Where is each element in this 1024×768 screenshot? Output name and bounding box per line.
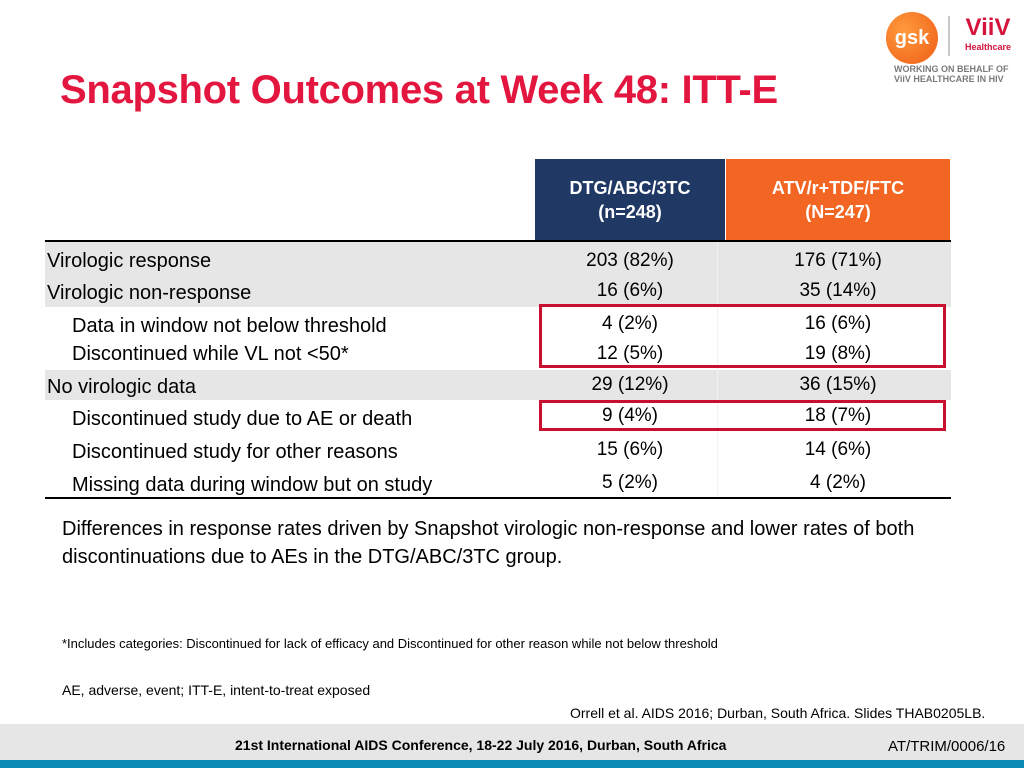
cell-dtg-data-in-window: 4 (2%) bbox=[602, 313, 658, 334]
table-bottom-rule bbox=[45, 497, 951, 499]
row-label-discontinued-vl: Discontinued while VL not <50* bbox=[72, 343, 349, 365]
cell-atv-no-virologic-data: 36 (15%) bbox=[799, 374, 877, 395]
footnote: *Includes categories: Discontinued for l… bbox=[62, 636, 718, 651]
cell-dtg-no-virologic-data: 29 (12%) bbox=[591, 374, 669, 395]
row-label-discontinued-other: Discontinued study for other reasons bbox=[72, 441, 398, 463]
table-top-rule bbox=[45, 240, 951, 242]
cell-dtg-discontinued-other: 15 (6%) bbox=[596, 439, 664, 460]
column-header-dtg: DTG/ABC/3TC (n=248) bbox=[535, 159, 725, 241]
viiv-healthcare-logo: ViiV Healthcare bbox=[964, 14, 1012, 52]
row-label-no-virologic-data: No virologic data bbox=[47, 376, 196, 398]
slide-title: Snapshot Outcomes at Week 48: ITT-E bbox=[60, 68, 778, 112]
citation: Orrell et al. AIDS 2016; Durban, South A… bbox=[570, 705, 986, 721]
cell-atv-missing-data: 4 (2%) bbox=[810, 472, 866, 493]
row-label-missing-data: Missing data during window but on study bbox=[72, 474, 433, 496]
abbreviations: AE, adverse, event; ITT-E, intent-to-tre… bbox=[62, 682, 371, 698]
column-separator bbox=[717, 242, 718, 497]
logo-divider bbox=[948, 16, 950, 56]
cell-dtg-discontinued-vl: 12 (5%) bbox=[596, 343, 664, 364]
row-label-discontinued-ae: Discontinued study due to AE or death bbox=[72, 408, 413, 430]
table-shaded-band bbox=[45, 370, 951, 400]
cell-dtg-discontinued-ae: 9 (4%) bbox=[602, 405, 658, 426]
cell-atv-virologic-non-response: 35 (14%) bbox=[799, 280, 877, 301]
cell-atv-discontinued-vl: 19 (8%) bbox=[804, 343, 872, 364]
highlight-box-non-response bbox=[539, 304, 946, 368]
footer-accent-line bbox=[0, 760, 1024, 768]
highlight-box-ae bbox=[539, 400, 946, 431]
summary-text: Differences in response rates driven by … bbox=[62, 518, 915, 568]
cell-atv-discontinued-ae: 18 (7%) bbox=[804, 405, 872, 426]
working-on-behalf-text: WORKING ON BEHALF OF ViiV HEALTHCARE IN … bbox=[894, 64, 1009, 84]
row-label-virologic-response: Virologic response bbox=[47, 250, 212, 272]
column-header-atv: ATV/r+TDF/FTC (N=247) bbox=[726, 159, 950, 241]
cell-atv-discontinued-other: 14 (6%) bbox=[804, 439, 872, 460]
conference-footer: 21st International AIDS Conference, 18-2… bbox=[235, 737, 727, 753]
cell-atv-data-in-window: 16 (6%) bbox=[804, 313, 872, 334]
table-shaded-band bbox=[45, 242, 951, 307]
cell-dtg-virologic-non-response: 16 (6%) bbox=[596, 280, 664, 301]
cell-dtg-virologic-response: 203 (82%) bbox=[586, 250, 674, 271]
document-code: AT/TRIM/0006/16 bbox=[888, 738, 1006, 755]
gsk-logo: gsk bbox=[886, 12, 938, 64]
cell-atv-virologic-response: 176 (71%) bbox=[794, 250, 882, 271]
row-label-virologic-non-response: Virologic non-response bbox=[47, 282, 252, 304]
row-label-data-in-window: Data in window not below threshold bbox=[72, 315, 387, 337]
cell-dtg-missing-data: 5 (2%) bbox=[602, 472, 658, 493]
footer-bar bbox=[0, 724, 1024, 760]
